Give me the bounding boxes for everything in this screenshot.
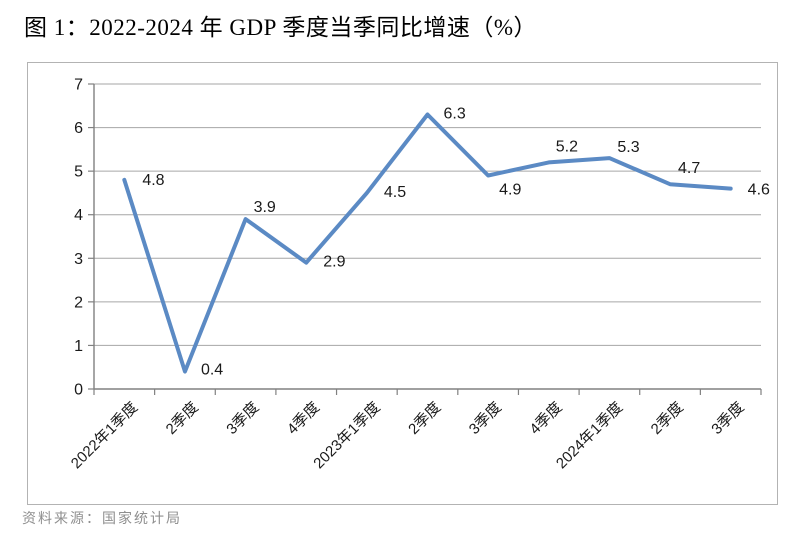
data-point-label: 4.5	[384, 184, 406, 201]
y-tick-label: 6	[74, 120, 83, 137]
x-tick-label: 2季度	[648, 399, 687, 438]
x-tick-label: 2季度	[163, 399, 202, 438]
x-tick-label: 2022年1季度	[68, 399, 141, 472]
data-series-line	[122, 112, 733, 374]
x-tick-label: 4季度	[526, 399, 565, 438]
y-tick-label: 0	[74, 382, 83, 399]
x-tick-label: 3季度	[223, 399, 262, 438]
y-tick-label: 5	[74, 164, 83, 181]
y-tick-label: 1	[74, 338, 83, 355]
y-tick-label: 2	[74, 294, 83, 311]
data-point-label: 4.8	[142, 172, 164, 189]
source-note: 资料来源：国家统计局	[22, 512, 182, 527]
x-tick-label: 4季度	[284, 399, 323, 438]
data-point-label: 6.3	[444, 106, 466, 123]
data-point-label: 0.4	[201, 362, 223, 379]
gridlines	[94, 83, 761, 346]
data-point-label: 3.9	[254, 199, 276, 216]
chart-title: 图 1：2022-2024 年 GDP 季度当季同比增速（%）	[24, 15, 537, 40]
x-tick-label: 3季度	[466, 399, 505, 438]
y-axis-labels: 0 1 2 3 4 5 6 7	[74, 77, 83, 399]
x-tick-label: 3季度	[708, 399, 747, 438]
data-point-label: 5.2	[556, 138, 578, 155]
data-point-label: 5.3	[617, 139, 639, 156]
data-point-label: 4.7	[678, 160, 700, 177]
y-tick-label: 3	[74, 251, 83, 268]
data-point-label: 4.6	[748, 182, 770, 199]
x-tick-label: 2季度	[405, 399, 444, 438]
data-labels: 4.8 0.4 3.9 2.9 4.5 6.3 4.9 5.2 5.3 4.7 4.6	[142, 106, 770, 379]
y-tick-label: 7	[74, 77, 83, 94]
y-tick-label: 4	[74, 207, 83, 224]
data-point-label: 4.9	[499, 182, 521, 199]
axes	[88, 83, 762, 395]
data-point-label: 2.9	[323, 254, 345, 271]
gdp-line-chart: 0 1 2 3 4 5 6 7 2022年1季度 2季度 3季度 4季度 2023年1季度 2季度 3季度 4…	[27, 62, 778, 505]
